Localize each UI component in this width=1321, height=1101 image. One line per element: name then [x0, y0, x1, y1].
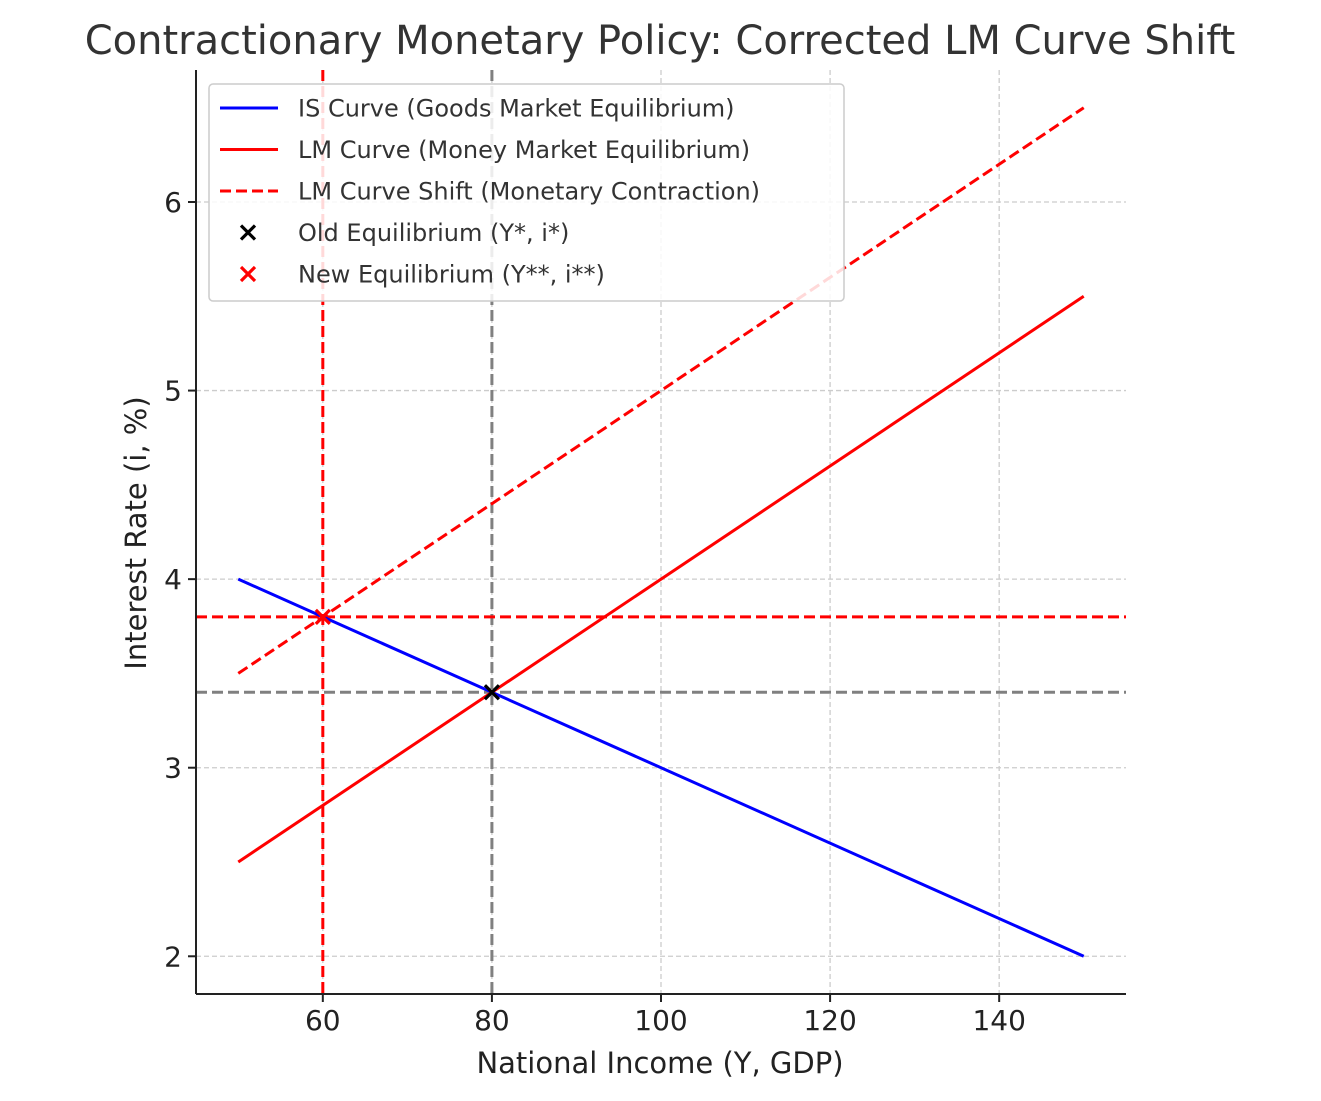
- marker-stroke: [314, 608, 331, 625]
- legend-marker: [239, 224, 257, 241]
- y-tick-label: 2: [164, 940, 182, 973]
- legend-label: IS Curve (Goods Market Equilibrium): [298, 95, 735, 123]
- y-tick-label: 4: [164, 563, 182, 596]
- y-tick-label: 3: [164, 752, 182, 785]
- legend-label: LM Curve Shift (Monetary Contraction): [298, 178, 760, 206]
- x-tick-label: 60: [305, 1004, 341, 1037]
- lm-shift-curve-line: [237, 106, 1085, 675]
- lm-curve-line: [237, 295, 1085, 864]
- legend: IS Curve (Goods Market Equilibrium) LM Cu…: [208, 83, 845, 302]
- legend-marker: [239, 265, 257, 283]
- y-tick-label: 6: [164, 186, 182, 219]
- legend-item-lm-curve: LM Curve (Money Market Equilibrium): [220, 136, 750, 164]
- y-axis-label: Interest Rate (i, %): [119, 396, 153, 669]
- marker-stroke: [239, 265, 257, 283]
- x-tick-label: 120: [803, 1004, 856, 1037]
- is-curve-line: [237, 577, 1085, 958]
- equilibrium-points: [314, 608, 501, 701]
- marker-stroke: [239, 224, 257, 241]
- chart-title: Contractionary Monetary Policy: Correcte…: [85, 18, 1236, 64]
- legend-item-old-equilibrium: Old Equilibrium (Y*, i*): [239, 219, 569, 247]
- x-tick-label: 80: [474, 1004, 510, 1037]
- marker-stroke: [483, 684, 501, 701]
- series: [237, 106, 1085, 958]
- legend-label: New Equilibrium (Y**, i**): [298, 261, 605, 289]
- legend-item-lm-shift: LM Curve Shift (Monetary Contraction): [220, 178, 760, 206]
- old-equilibrium-marker: [483, 684, 501, 701]
- x-tick-label: 140: [972, 1004, 1025, 1037]
- y-tick-label: 5: [164, 375, 182, 408]
- legend-frame: [208, 83, 845, 302]
- new-equilibrium-marker: [314, 608, 331, 625]
- x-axis-label: National Income (Y, GDP): [476, 1046, 843, 1080]
- legend-item-new-equilibrium: New Equilibrium (Y**, i**): [239, 261, 605, 289]
- legend-item-is-curve: IS Curve (Goods Market Equilibrium): [220, 95, 735, 123]
- ticks: 60 80 100 120 140 2 3 4 5 6: [164, 186, 1026, 1037]
- x-tick-label: 100: [634, 1004, 687, 1037]
- legend-label: Old Equilibrium (Y*, i*): [298, 219, 569, 247]
- legend-label: LM Curve (Money Market Equilibrium): [298, 136, 750, 164]
